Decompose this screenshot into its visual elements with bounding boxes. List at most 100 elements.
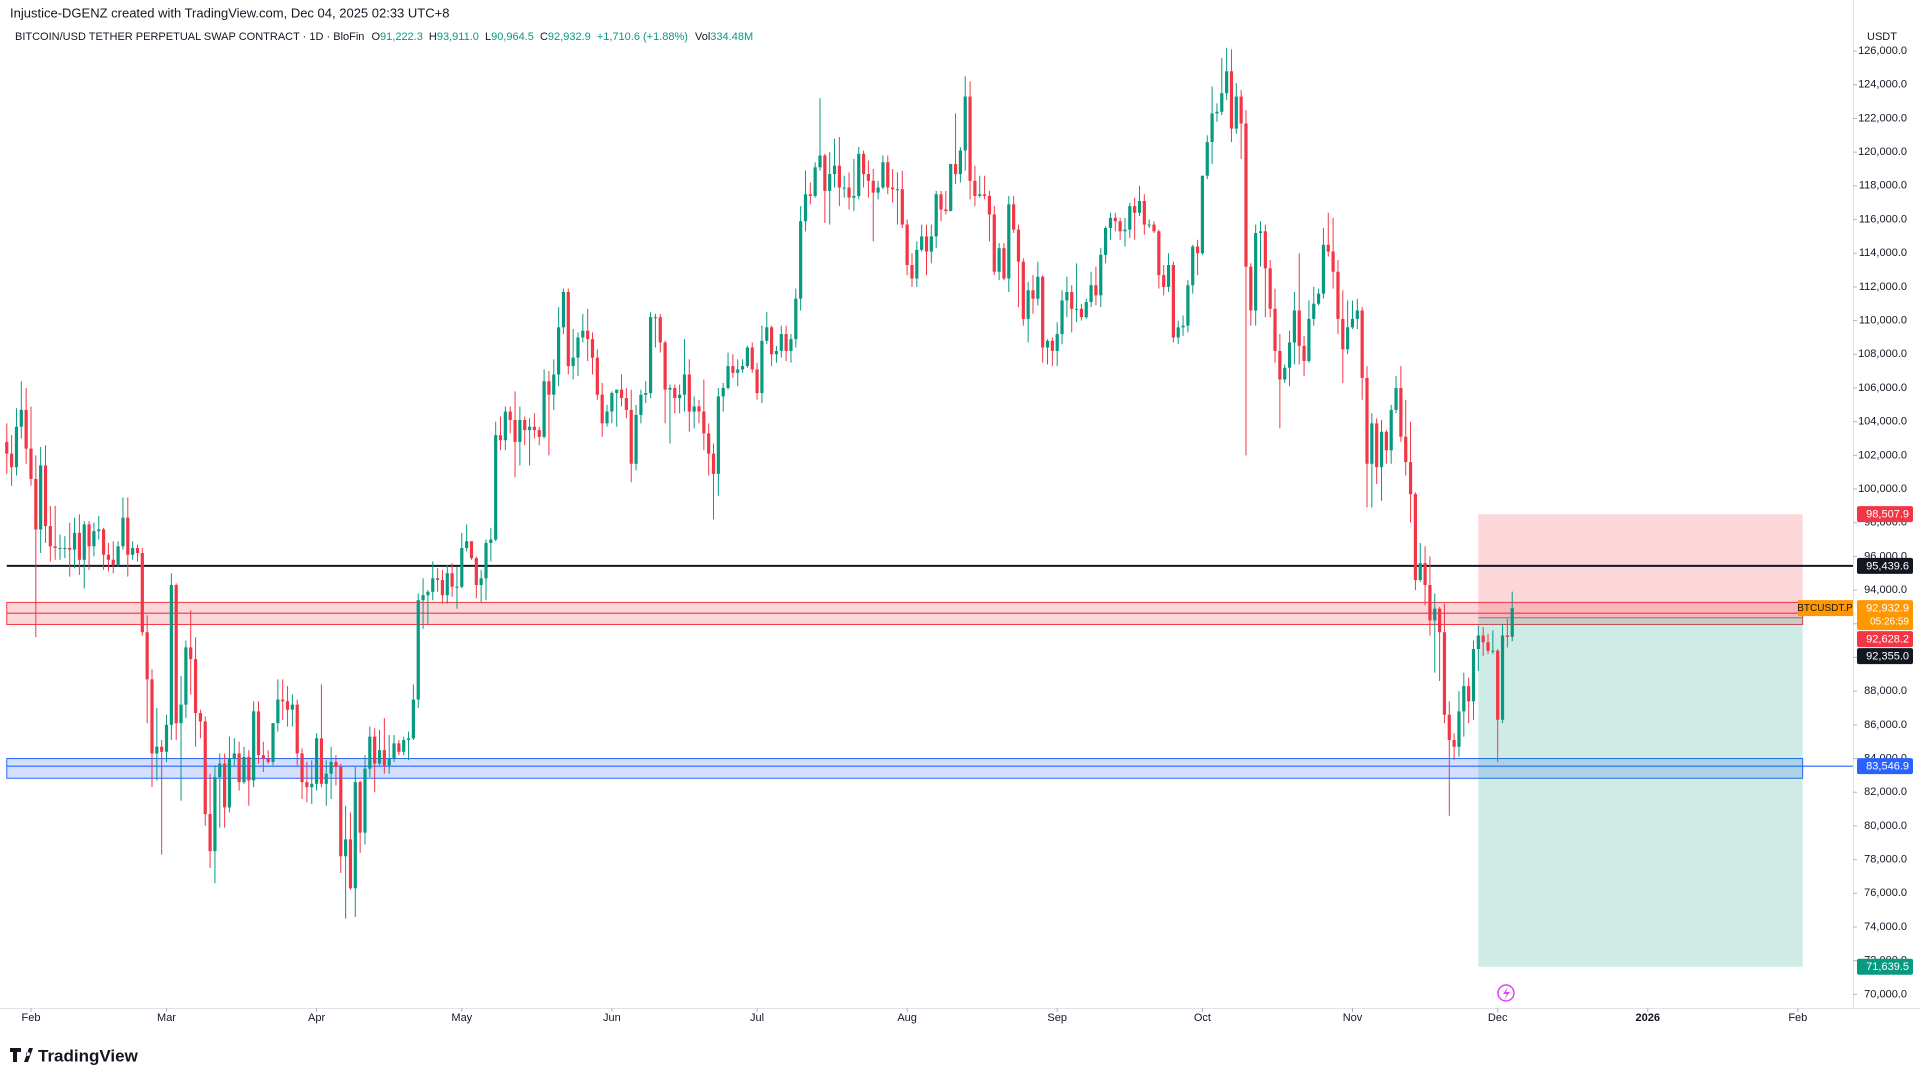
candle-body	[1118, 221, 1122, 232]
candle-body	[256, 711, 261, 756]
icon-ring[interactable]	[1497, 984, 1515, 1002]
candle-body	[247, 756, 251, 781]
candle-body	[1050, 340, 1054, 351]
candle-body	[198, 713, 203, 722]
candle-body	[1104, 227, 1108, 255]
candle-body	[213, 777, 217, 852]
candle-body	[1012, 204, 1016, 230]
candle-body	[189, 647, 193, 660]
candle-body	[164, 724, 169, 752]
candle-body	[314, 738, 319, 784]
y-tick-label: 74,000.0	[1864, 921, 1907, 933]
candle-body	[1350, 318, 1355, 328]
candle-body	[474, 558, 478, 586]
candle-body	[673, 387, 677, 399]
candle-body	[1394, 387, 1398, 410]
candle-body	[179, 704, 183, 724]
candle-body	[891, 187, 895, 190]
candle-body	[348, 839, 353, 889]
candle-body	[920, 236, 924, 250]
candle-body	[329, 761, 333, 774]
candle-body	[1133, 206, 1137, 213]
candle-body	[1370, 423, 1374, 464]
candle-body	[126, 517, 130, 555]
candle-body	[363, 768, 367, 833]
candle-body	[339, 766, 343, 857]
candle-body	[82, 524, 86, 560]
candle-body	[668, 387, 672, 390]
candle-body	[227, 758, 232, 808]
candle-body	[745, 347, 749, 367]
candle-body	[276, 699, 280, 724]
candle-body	[1423, 563, 1427, 586]
x-tick-label: Jul	[750, 1012, 764, 1024]
candle-body	[160, 746, 164, 752]
candle-body	[852, 195, 856, 198]
candle-body	[765, 327, 769, 341]
y-tick-label: 124,000.0	[1858, 79, 1907, 91]
candle-body	[1404, 436, 1408, 463]
candle-body	[1176, 327, 1180, 338]
candle-body	[334, 761, 338, 767]
y-tick-label: 78,000.0	[1864, 854, 1907, 866]
lightning-icon[interactable]	[1497, 984, 1515, 1002]
logo[interactable]: TradingView	[10, 1046, 139, 1065]
candle-body	[397, 743, 401, 752]
candle-body	[465, 541, 469, 548]
candle-body	[1089, 285, 1093, 303]
candle-body	[1113, 217, 1117, 222]
candle-body	[498, 435, 503, 441]
candle-body	[252, 711, 256, 781]
legend-key: Vol	[695, 31, 710, 43]
candle-body	[1070, 291, 1074, 309]
candle-body	[1249, 266, 1253, 311]
y-tick-label: 88,000.0	[1864, 685, 1907, 697]
candle-body	[1438, 608, 1442, 633]
candle-body	[910, 265, 914, 279]
candle-body	[1467, 686, 1471, 702]
candle-body	[92, 531, 96, 547]
logo-text[interactable]: TradingView	[38, 1046, 139, 1065]
price-countdown: 05:26:59	[1870, 617, 1909, 628]
candle-body	[10, 453, 14, 468]
candle-body	[1491, 650, 1495, 652]
legend-value: 92,932.9	[548, 31, 591, 43]
candle-body	[992, 214, 996, 272]
candle-body	[861, 153, 866, 175]
legend-key: C	[540, 31, 548, 43]
candle-body	[1074, 308, 1079, 310]
logo-mark[interactable]	[10, 1048, 33, 1062]
candle-body	[140, 553, 144, 633]
candle-body	[237, 753, 241, 783]
candle-body	[1157, 231, 1161, 276]
candle-body	[929, 236, 933, 252]
icon-bolt[interactable]	[1503, 987, 1510, 1000]
candle-body	[513, 419, 517, 442]
candle-body	[900, 189, 904, 225]
candle-body	[431, 578, 435, 592]
legend: BITCOIN/USD TETHER PERPETUAL SWAP CONTRA…	[15, 31, 753, 43]
candle-body	[1413, 494, 1418, 580]
legend-key: L	[485, 31, 491, 43]
candle-body	[1041, 276, 1045, 348]
candle-body	[174, 585, 178, 724]
candle-body	[629, 409, 633, 464]
candle-body	[707, 433, 711, 454]
candle-body	[1258, 231, 1263, 234]
candle-body	[1108, 217, 1113, 228]
candle-body	[121, 517, 125, 547]
candle-body	[1147, 224, 1151, 226]
price-label: 83,546.9	[1866, 761, 1909, 773]
candle-body	[1505, 635, 1509, 637]
y-tick-label: 118,000.0	[1859, 180, 1907, 192]
candle-body	[1476, 635, 1480, 650]
y-tick-label: 106,000.0	[1858, 382, 1907, 394]
candle-body	[1244, 123, 1248, 267]
candle-body	[101, 529, 106, 555]
candle-body	[1375, 423, 1379, 468]
y-tick-label: 120,000.0	[1858, 146, 1907, 158]
x-tick-label: Jun	[603, 1012, 621, 1024]
candle-body	[750, 347, 754, 370]
candle-body	[803, 194, 808, 222]
